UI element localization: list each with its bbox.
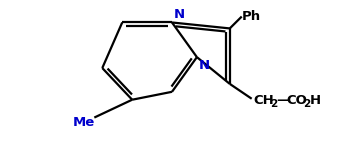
Text: N: N	[174, 7, 185, 20]
Text: CO: CO	[287, 94, 307, 107]
Text: —: —	[277, 94, 290, 107]
Text: 2: 2	[304, 99, 311, 109]
Text: Ph: Ph	[242, 10, 261, 23]
Text: 2: 2	[270, 99, 278, 109]
Text: N: N	[199, 59, 210, 72]
Text: H: H	[309, 94, 321, 107]
Text: Me: Me	[72, 116, 95, 129]
Text: CH: CH	[254, 94, 274, 107]
